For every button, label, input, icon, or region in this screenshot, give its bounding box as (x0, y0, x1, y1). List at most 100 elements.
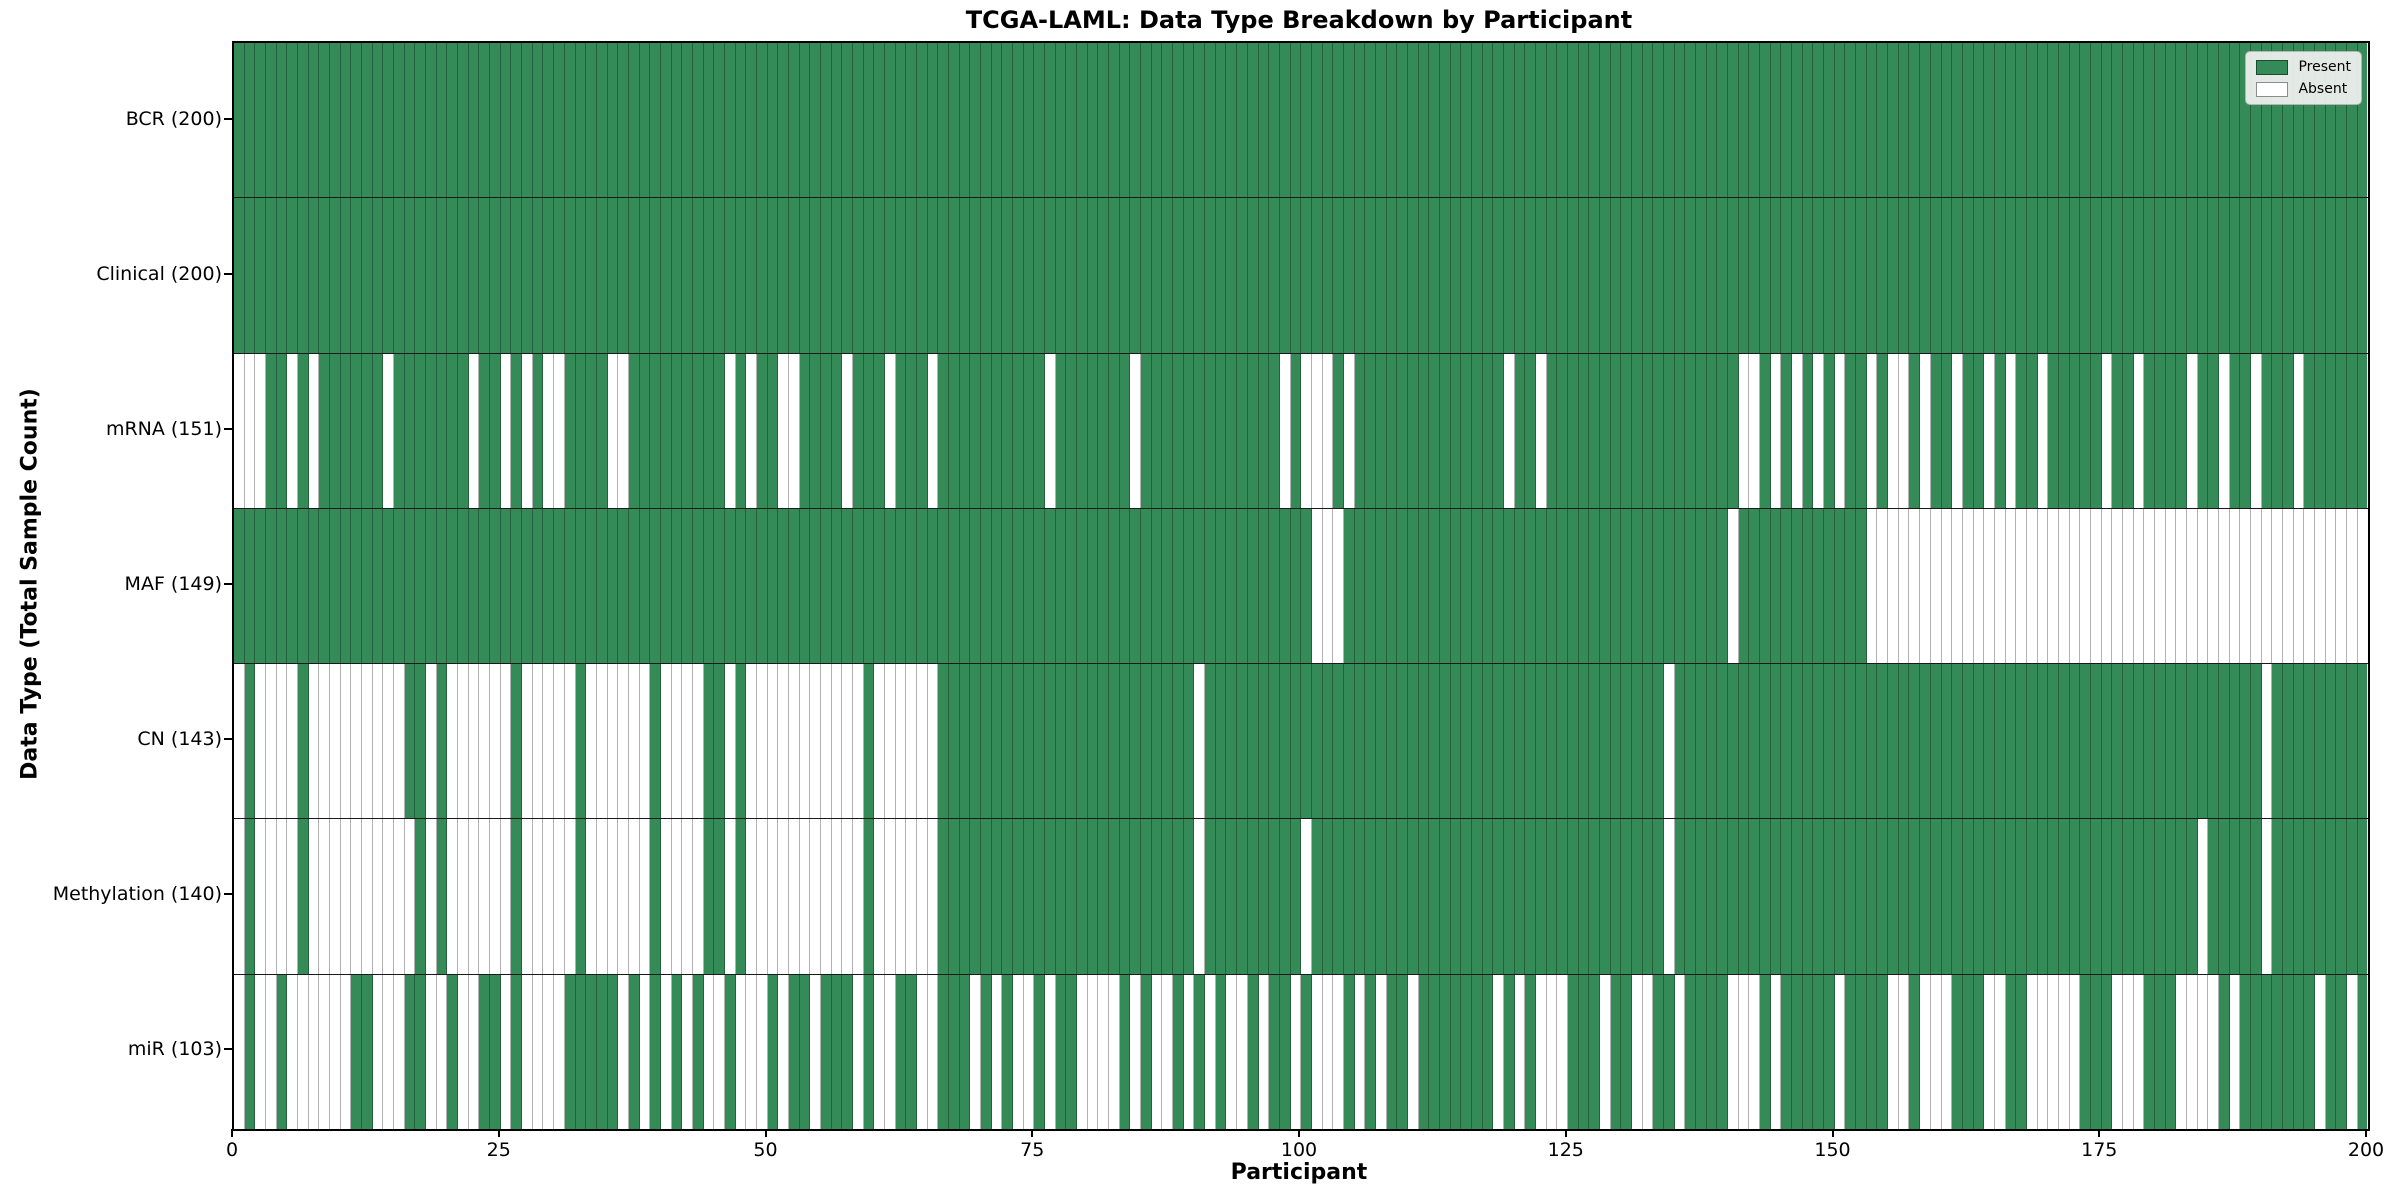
cell-present (2347, 198, 2358, 353)
cell-absent (362, 819, 373, 974)
cell-present (1471, 664, 1483, 819)
cell-present (1397, 974, 1408, 1129)
cell-absent (372, 819, 384, 974)
cell-present (330, 43, 341, 198)
cell-absent (1237, 974, 1248, 1129)
cell-present (2069, 198, 2081, 353)
cell-absent (1354, 974, 1366, 1129)
cell-present (1226, 508, 1238, 664)
cell-present (1973, 819, 1985, 974)
cell-present (1535, 819, 1547, 974)
cell-present (1055, 353, 1067, 508)
cell-present (1920, 664, 1931, 819)
cell-present (1674, 819, 1686, 974)
cell-present (1941, 198, 1953, 353)
cell-absent (778, 353, 789, 508)
cell-present (1173, 508, 1184, 664)
cell-absent (1898, 353, 1910, 508)
cell-present (959, 43, 971, 198)
cell-present (1856, 43, 1867, 198)
cell-absent (1749, 353, 1761, 508)
cell-present (2165, 819, 2177, 974)
cell-present (1984, 819, 1995, 974)
cell-present (1471, 508, 1483, 664)
ytick-label-Methylation: Methylation (140) (52, 883, 222, 906)
cell-present (415, 664, 427, 819)
cell-present (1247, 43, 1259, 198)
cell-present (906, 43, 917, 198)
cell-absent (767, 664, 779, 819)
cell-present (1557, 43, 1568, 198)
cell-present (1034, 508, 1046, 664)
cell-present (2304, 353, 2316, 508)
cell-present (949, 353, 960, 508)
cell-absent (2101, 508, 2113, 664)
cell-present (1749, 43, 1761, 198)
cell-present (607, 198, 619, 353)
cell-present (1866, 43, 1878, 198)
cell-absent (682, 664, 693, 819)
cell-present (1365, 819, 1376, 974)
cell-absent (458, 974, 469, 1129)
cell-absent (255, 819, 267, 974)
cell-present (2016, 353, 2027, 508)
cell-present (949, 819, 960, 974)
cell-absent (426, 974, 437, 1129)
cell-absent (234, 974, 245, 1129)
cell-present (1055, 43, 1067, 198)
cell-present (1301, 664, 1312, 819)
cell-absent (1674, 974, 1686, 1129)
plot-area: Present Absent (232, 41, 2370, 1131)
cell-absent (831, 664, 843, 819)
cell-present (2357, 974, 2368, 1129)
cell-present (1503, 974, 1515, 1129)
cell-present (1247, 508, 1259, 664)
cell-absent (468, 819, 480, 974)
cell-absent (1503, 353, 1515, 508)
cell-present (2186, 43, 2198, 198)
cell-present (938, 974, 950, 1129)
cell-present (522, 508, 533, 664)
cell-present (1535, 198, 1547, 353)
cell-absent (436, 974, 448, 1129)
cell-absent (1183, 974, 1195, 1129)
cell-present (2058, 664, 2070, 819)
cell-present (319, 508, 331, 664)
cell-present (682, 198, 693, 353)
cell-present (1343, 508, 1355, 664)
cell-present (1685, 819, 1697, 974)
cell-present (2058, 198, 2070, 353)
cell-absent (522, 664, 533, 819)
cell-present (1087, 508, 1099, 664)
cell-present (1482, 819, 1494, 974)
chart-title: TCGA-LAML: Data Type Breakdown by Partic… (965, 6, 1633, 34)
cell-present (1589, 508, 1600, 664)
cell-absent (2197, 508, 2209, 664)
cell-present (1770, 43, 1782, 198)
cell-present (383, 43, 395, 198)
cell-present (2240, 198, 2251, 353)
cell-absent (2037, 508, 2049, 664)
cell-present (1525, 198, 1536, 353)
cell-absent (1493, 974, 1504, 1129)
cell-absent (1013, 974, 1024, 1129)
cell-present (500, 43, 512, 198)
cell-present (1781, 198, 1793, 353)
cell-present (1525, 974, 1536, 1129)
cell-present (1973, 664, 1985, 819)
xtick-label-75: 75 (1020, 1139, 1045, 1161)
cell-present (394, 353, 405, 508)
cell-absent (234, 819, 245, 974)
cell-present (1013, 819, 1024, 974)
cell-present (2250, 664, 2262, 819)
cell-present (1973, 198, 1985, 353)
cell-present (1535, 664, 1547, 819)
cell-absent (543, 664, 555, 819)
cell-absent (308, 819, 320, 974)
ytick-mark (224, 583, 232, 585)
cell-present (1055, 819, 1067, 974)
cell-present (308, 43, 320, 198)
cell-present (1418, 508, 1430, 664)
cell-present (1503, 508, 1515, 664)
cell-absent (660, 664, 672, 819)
